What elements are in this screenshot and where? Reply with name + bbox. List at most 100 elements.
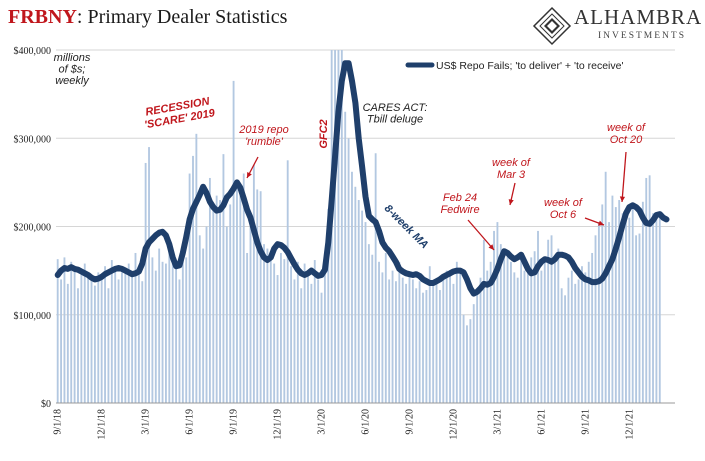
bar [283, 259, 286, 403]
bar [300, 288, 303, 403]
bar [530, 257, 533, 403]
bar [635, 235, 638, 403]
bar [63, 257, 66, 403]
bar [293, 279, 296, 403]
bar [192, 155, 194, 403]
ma-series [54, 60, 670, 297]
bar [611, 195, 614, 403]
bar [165, 263, 167, 403]
bar [493, 230, 495, 403]
bar [208, 177, 211, 403]
bar [438, 290, 441, 403]
bar [597, 222, 600, 403]
bar [655, 219, 658, 403]
annotation-arrowhead [619, 196, 626, 202]
x-tick-label: 12/1/18 [97, 409, 108, 440]
bar [141, 281, 144, 403]
bar [581, 266, 583, 403]
x-tick-label: 9/1/19 [229, 409, 240, 435]
annotation-line: week of [492, 157, 531, 169]
bar [388, 279, 391, 403]
bar [340, 50, 343, 403]
bar [219, 200, 221, 403]
annotation-line: Mar 3 [497, 169, 526, 181]
bar [560, 288, 563, 403]
bar [215, 195, 218, 403]
bar [256, 189, 259, 403]
bar [296, 261, 299, 403]
x-tick-label: 3/1/21 [492, 409, 503, 435]
bar [117, 279, 120, 403]
bar [516, 277, 519, 403]
bar [604, 171, 607, 403]
bar [354, 186, 357, 403]
ma-line [54, 60, 670, 297]
bar [266, 248, 269, 403]
bar [127, 263, 130, 403]
bar [638, 233, 641, 403]
bar [56, 259, 59, 403]
bar [587, 261, 590, 403]
bar [100, 277, 103, 403]
bar [503, 257, 506, 403]
bar [537, 230, 539, 403]
annotation-line: week of [544, 197, 583, 209]
bar [104, 266, 106, 403]
bar [290, 266, 293, 403]
bar [591, 252, 594, 403]
bar [513, 272, 516, 403]
bar [286, 160, 289, 403]
bar [344, 111, 347, 404]
bar [148, 147, 150, 403]
y-tick-label: $200,000 [14, 223, 52, 234]
bar [232, 80, 235, 403]
bar [161, 261, 164, 403]
bar [121, 272, 123, 403]
bar [205, 226, 208, 403]
y-tick-label: $400,000 [14, 46, 52, 57]
bar [570, 270, 573, 403]
bar [276, 275, 279, 403]
y-tick-label: $100,000 [14, 311, 52, 322]
bar [449, 275, 451, 403]
bar [435, 283, 438, 403]
y-tick-label: $300,000 [14, 134, 52, 145]
bar [567, 277, 570, 403]
annotation-arrowhead [247, 172, 252, 178]
bar [66, 283, 69, 403]
x-axis: 9/1/18 12/1/18 3/1/19 6/1/19 9/1/19 12/1/19 3/… [53, 402, 675, 440]
bar [422, 292, 424, 403]
bar [550, 235, 553, 403]
annotation-line: Oct 6 [550, 209, 577, 221]
bar [131, 275, 134, 403]
alhambra-logo: ALHAMBRA INVESTMENTS [530, 4, 702, 48]
x-tick-label: 12/1/20 [448, 409, 459, 440]
x-tick-label: 9/1/20 [404, 409, 415, 435]
bar [144, 162, 147, 403]
bar [351, 171, 353, 403]
bar [401, 277, 404, 403]
bar [472, 304, 475, 403]
bar [212, 208, 215, 403]
bar [425, 290, 428, 403]
bar [658, 217, 661, 403]
annotation-line: 'rumble' [245, 136, 284, 148]
bar [564, 295, 566, 403]
bar [577, 279, 580, 403]
bar [408, 275, 411, 403]
bar [523, 270, 526, 403]
bar [124, 270, 127, 403]
bar [77, 288, 79, 403]
bar [154, 270, 157, 403]
bar [280, 252, 282, 403]
x-tick-label: 9/1/21 [580, 409, 591, 435]
annotation-label: week of Oct 6 [544, 197, 583, 221]
bar [415, 288, 418, 403]
bar [445, 270, 448, 403]
bar [608, 222, 610, 403]
bar [188, 173, 191, 403]
legend-label: US$ Repo Fails; 'to deliver' + 'to recei… [436, 60, 623, 72]
bar [60, 279, 63, 403]
bar [584, 272, 587, 403]
